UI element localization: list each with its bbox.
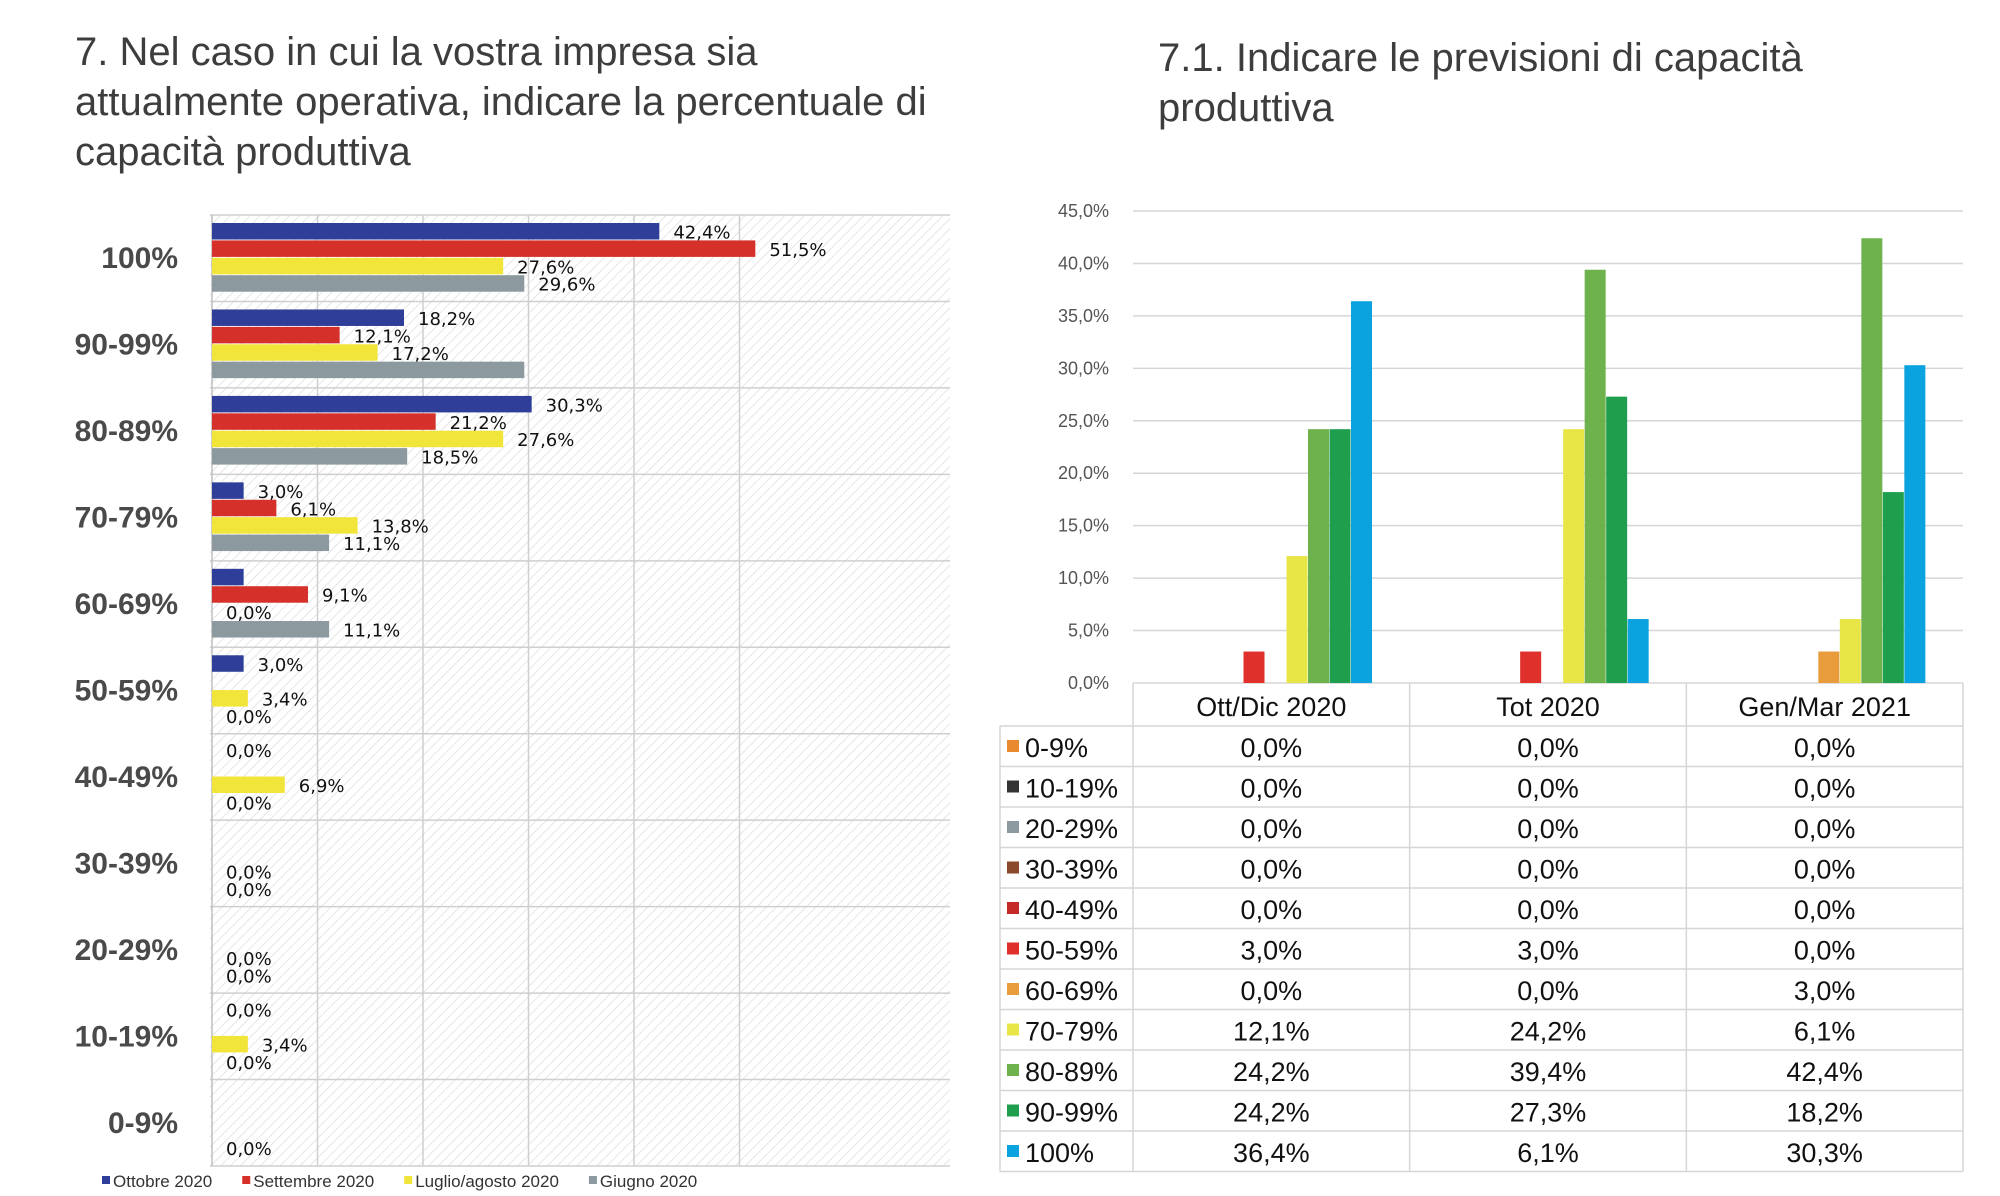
data-label: 18,5%	[421, 448, 478, 469]
bar	[212, 395, 532, 413]
data-label: 27,6%	[517, 257, 574, 278]
bar	[212, 534, 330, 552]
category-label: 90-99%	[75, 329, 178, 362]
data-label: 0,0%	[226, 1053, 272, 1074]
data-label: 18,2%	[418, 309, 475, 330]
data-label: 6,9%	[299, 776, 345, 797]
data-label: 3,0%	[258, 482, 304, 503]
category-label: 100%	[101, 242, 178, 275]
bar	[212, 776, 285, 794]
category-label: 30-39%	[75, 847, 178, 880]
data-label: 12,1%	[354, 326, 411, 347]
data-label: 3,4%	[262, 1035, 308, 1056]
data-label: 0,0%	[226, 1139, 272, 1160]
data-label: 30,3%	[546, 395, 603, 416]
data-label: 0,0%	[226, 793, 272, 814]
bar	[212, 309, 405, 326]
data-label: 0,0%	[226, 949, 272, 970]
data-label: 0,0%	[226, 862, 272, 883]
data-label: 17,2%	[392, 344, 449, 365]
category-label: 10-19%	[75, 1020, 178, 1053]
category-label: 70-79%	[75, 502, 178, 535]
data-label: 0,0%	[226, 1001, 272, 1022]
data-label: 13,8%	[372, 517, 429, 538]
data-label: 11,1%	[343, 621, 400, 642]
legend-swatch	[102, 1176, 110, 1184]
bar	[212, 223, 660, 240]
data-label: 21,2%	[450, 413, 507, 434]
bar	[212, 344, 378, 361]
category-label: 20-29%	[75, 934, 178, 967]
data-label: 51,5%	[769, 240, 826, 261]
data-label: 29,6%	[538, 275, 595, 296]
data-label: 0,0%	[226, 880, 272, 901]
category-label: 60-69%	[75, 588, 178, 621]
data-label: 6,1%	[290, 499, 336, 520]
left-chart-title: 7. Nel caso in cui la vostra impresa sia…	[75, 30, 927, 174]
bar	[212, 655, 244, 672]
data-label: 0,0%	[226, 966, 272, 987]
bar	[212, 568, 244, 586]
bar	[212, 361, 525, 379]
bar	[212, 413, 436, 430]
category-label: 0-9%	[108, 1107, 178, 1140]
bar	[212, 430, 504, 448]
legend-label: Luglio/agosto 2020	[415, 1172, 559, 1191]
bar	[212, 517, 358, 534]
category-label: 40-49%	[75, 761, 178, 794]
data-label: 11,1%	[343, 534, 400, 555]
legend-label: Settembre 2020	[253, 1172, 374, 1191]
bar	[212, 1035, 248, 1053]
data-label: 27,6%	[517, 430, 574, 451]
bar	[212, 586, 309, 603]
data-label: 9,1%	[322, 586, 368, 607]
category-label: 50-59%	[75, 675, 178, 708]
data-label: 3,0%	[258, 655, 304, 676]
bar	[212, 326, 340, 344]
legend-swatch	[404, 1176, 413, 1184]
data-label: 3,4%	[262, 690, 308, 711]
bar	[212, 690, 248, 707]
bar	[212, 240, 756, 257]
data-label: 0,0%	[226, 741, 272, 762]
data-label: 42,4%	[673, 223, 730, 244]
bar	[212, 621, 330, 638]
category-label: 80-89%	[75, 415, 178, 448]
legend-label: Giugno 2020	[600, 1172, 697, 1191]
data-label: 0,0%	[226, 707, 272, 728]
bar	[212, 482, 244, 499]
data-label: 0,0%	[226, 603, 272, 624]
bar	[212, 275, 525, 292]
legend-swatch	[242, 1176, 251, 1184]
bar	[212, 448, 408, 465]
right-chart-title: 7.1. Indicare le previsioni di capacità …	[1158, 36, 1803, 130]
bar	[212, 257, 504, 275]
legend-swatch	[588, 1176, 597, 1184]
bar	[212, 499, 277, 517]
legend-label: Ottobre 2020	[113, 1172, 212, 1191]
